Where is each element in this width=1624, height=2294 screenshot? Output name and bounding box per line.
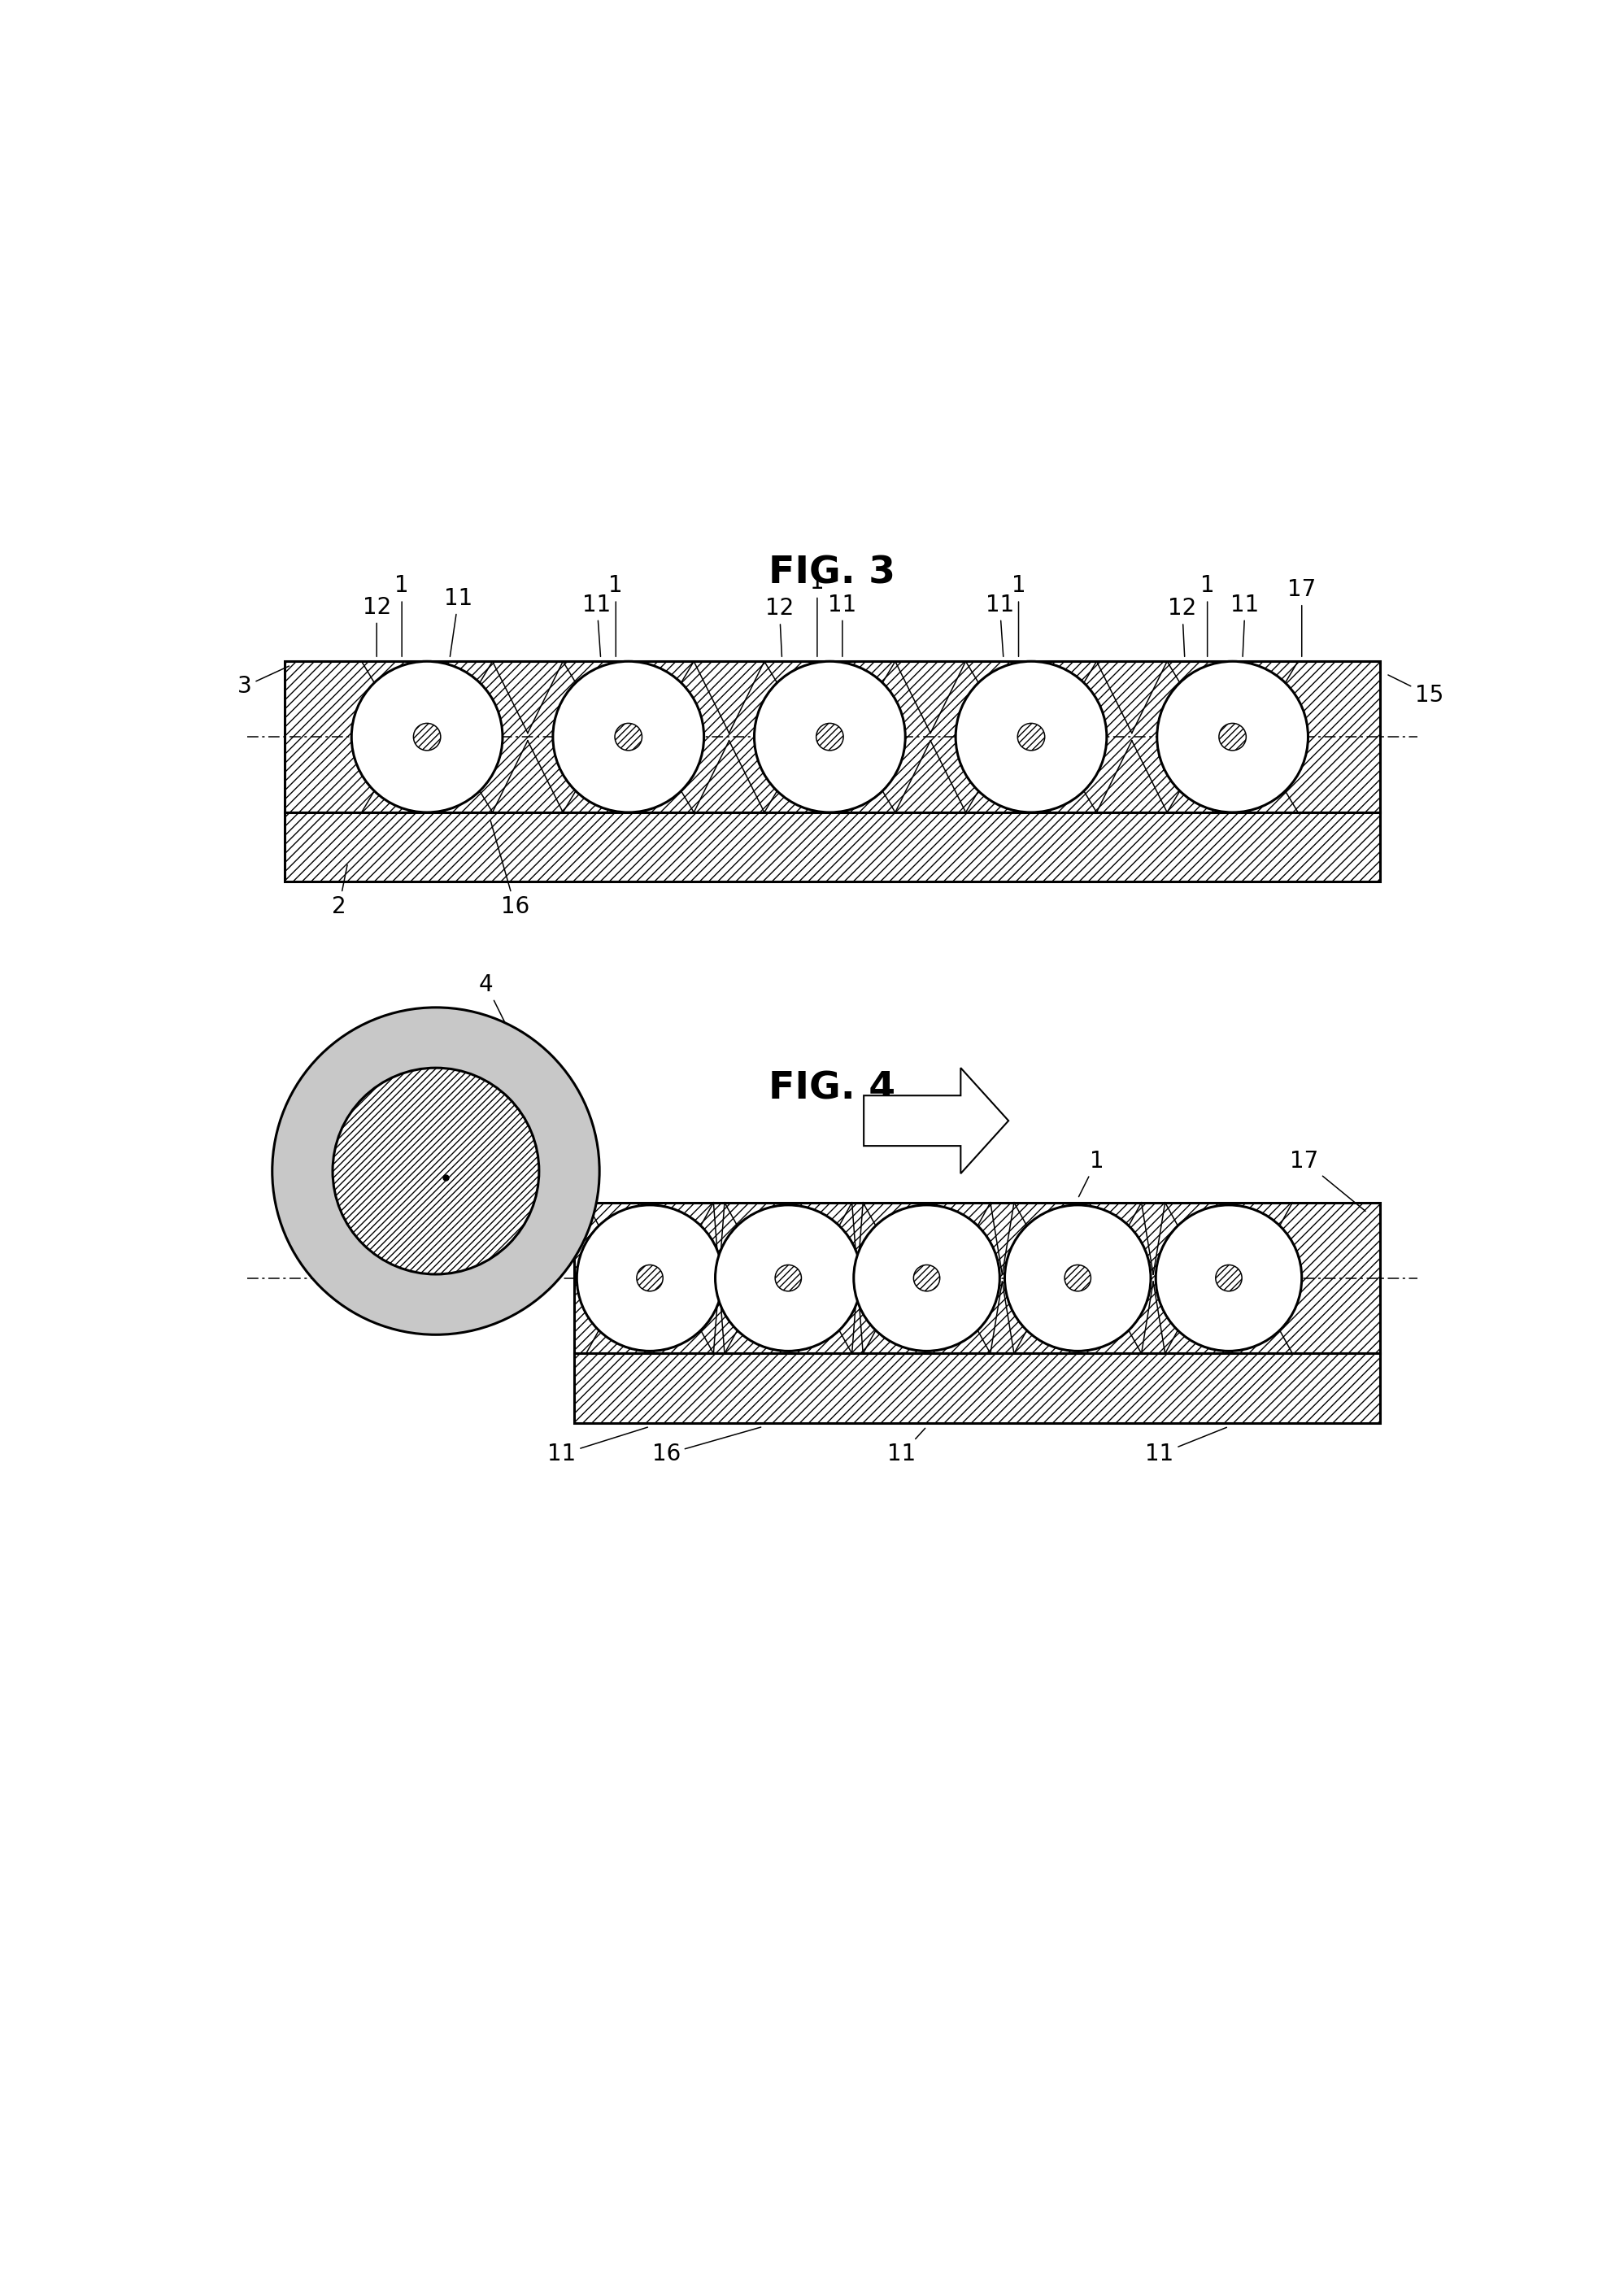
- Circle shape: [333, 1067, 539, 1273]
- Text: 1: 1: [395, 574, 409, 656]
- Text: 3: 3: [237, 665, 289, 697]
- Text: 2: 2: [331, 865, 348, 918]
- Circle shape: [552, 661, 703, 812]
- Text: 12: 12: [362, 1147, 578, 1209]
- Text: FIG. 4: FIG. 4: [768, 1071, 896, 1108]
- Circle shape: [273, 1007, 599, 1335]
- Circle shape: [351, 661, 502, 812]
- Bar: [284, 661, 1380, 812]
- Text: 17: 17: [1288, 578, 1315, 656]
- Bar: [575, 1202, 1380, 1353]
- Bar: [284, 812, 1380, 881]
- Text: 1: 1: [810, 571, 825, 656]
- Polygon shape: [864, 1067, 1009, 1175]
- Text: 4: 4: [479, 973, 525, 1062]
- Circle shape: [817, 723, 843, 750]
- Circle shape: [854, 1204, 1000, 1351]
- Text: 17: 17: [1289, 1149, 1366, 1211]
- Circle shape: [715, 1204, 861, 1351]
- Circle shape: [754, 661, 905, 812]
- Text: 11: 11: [1231, 594, 1260, 656]
- Text: 1: 1: [1200, 574, 1215, 656]
- Circle shape: [577, 1204, 723, 1351]
- Text: 11: 11: [547, 1427, 648, 1466]
- Circle shape: [1065, 1264, 1091, 1292]
- Circle shape: [955, 661, 1106, 812]
- Text: 1: 1: [1078, 1149, 1104, 1197]
- Text: 11: 11: [443, 587, 473, 656]
- Circle shape: [414, 723, 440, 750]
- Circle shape: [1156, 661, 1307, 812]
- Text: 11: 11: [1145, 1427, 1226, 1466]
- Bar: [575, 1353, 1380, 1422]
- Text: 11: 11: [583, 594, 611, 656]
- Text: 12: 12: [1168, 596, 1197, 656]
- Circle shape: [1156, 1204, 1302, 1351]
- Text: 12: 12: [765, 596, 794, 656]
- Text: 16: 16: [490, 821, 529, 918]
- Circle shape: [1220, 723, 1246, 750]
- Text: 11: 11: [828, 594, 857, 656]
- Circle shape: [1216, 1264, 1242, 1292]
- Circle shape: [615, 723, 641, 750]
- Circle shape: [1018, 723, 1044, 750]
- Text: 16: 16: [651, 1427, 762, 1466]
- Text: 1: 1: [1012, 574, 1026, 656]
- Text: 15: 15: [1389, 674, 1444, 707]
- Text: 11: 11: [986, 594, 1013, 656]
- Circle shape: [914, 1264, 940, 1292]
- Text: FIG. 3: FIG. 3: [768, 555, 896, 592]
- Circle shape: [775, 1264, 801, 1292]
- Circle shape: [637, 1264, 663, 1292]
- Circle shape: [1005, 1204, 1151, 1351]
- Text: 1: 1: [609, 574, 624, 656]
- Text: 12: 12: [362, 596, 391, 656]
- Text: 11: 11: [887, 1429, 926, 1466]
